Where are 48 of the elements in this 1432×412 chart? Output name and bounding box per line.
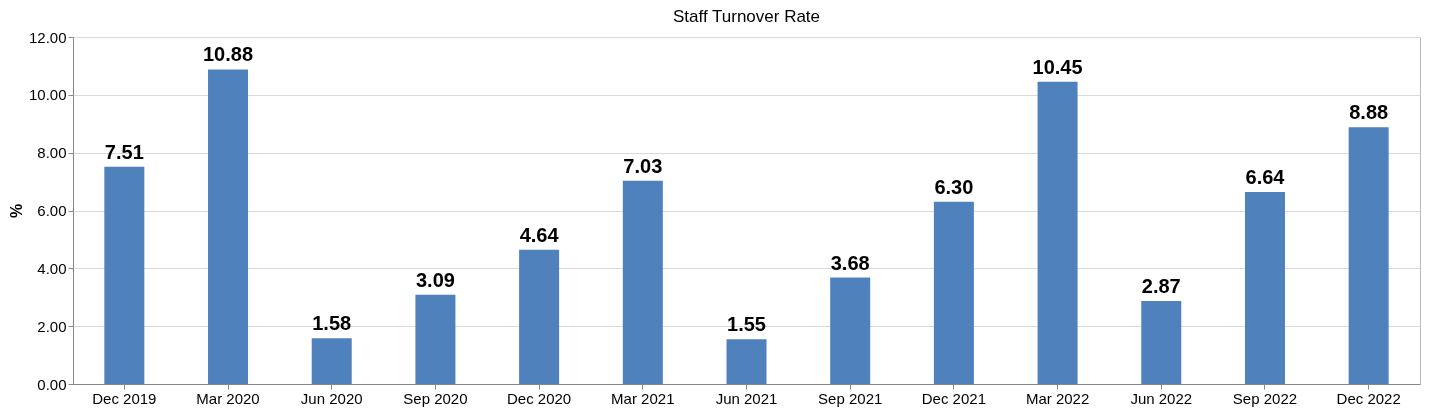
data-label: 6.64 xyxy=(1245,165,1286,188)
data-label: 7.51 xyxy=(104,140,144,163)
bar xyxy=(1244,191,1285,384)
data-label: 1.55 xyxy=(727,313,766,336)
x-tick-label: Dec 2022 xyxy=(1336,389,1401,407)
data-label: 8.88 xyxy=(1349,101,1389,124)
x-tick-label: Mar 2021 xyxy=(611,389,675,407)
y-tick-label: 6.00 xyxy=(37,202,67,219)
bar xyxy=(415,294,456,384)
bar xyxy=(1037,81,1078,384)
data-label: 10.88 xyxy=(202,43,254,66)
bar xyxy=(519,249,560,384)
bar xyxy=(104,166,145,384)
bar xyxy=(1348,127,1389,384)
x-tick-label: Dec 2020 xyxy=(507,389,572,407)
y-tick-label: 0.00 xyxy=(37,375,67,393)
bar xyxy=(830,277,871,384)
data-label: 4.64 xyxy=(519,223,560,246)
x-tick-label: Jun 2020 xyxy=(300,389,363,407)
data-label: 3.68 xyxy=(830,251,870,274)
bar xyxy=(933,201,974,384)
x-tick-label: Jun 2021 xyxy=(715,389,778,407)
y-axis-title: % xyxy=(7,203,25,219)
data-label: 3.09 xyxy=(415,268,455,291)
y-tick-label: 2.00 xyxy=(37,317,67,335)
y-tick-label: 8.00 xyxy=(37,144,67,162)
bar xyxy=(726,339,767,384)
x-tick-label: Dec 2019 xyxy=(92,389,157,407)
x-tick-label: Dec 2021 xyxy=(921,389,986,407)
data-label: 7.03 xyxy=(623,154,663,177)
bar xyxy=(1141,301,1182,384)
bar xyxy=(622,180,663,384)
x-tick-label: Sep 2022 xyxy=(1232,389,1298,407)
data-label: 1.58 xyxy=(312,312,352,335)
y-tick-label: 4.00 xyxy=(37,259,67,277)
data-label: 10.45 xyxy=(1032,55,1083,78)
bar xyxy=(208,69,249,384)
y-tick-label: 12.00 xyxy=(28,28,67,46)
data-label: 6.30 xyxy=(934,175,974,198)
data-label: 2.87 xyxy=(1141,275,1181,298)
x-tick-label: Sep 2021 xyxy=(818,389,883,407)
y-tick-label: 10.00 xyxy=(28,86,67,104)
x-tick-label: Mar 2022 xyxy=(1025,389,1090,407)
chart-title: Staff Turnover Rate xyxy=(672,7,821,26)
x-tick-label: Jun 2022 xyxy=(1130,389,1193,407)
x-tick-label: Sep 2020 xyxy=(403,389,468,407)
x-tick-label: Mar 2020 xyxy=(196,389,260,407)
bar xyxy=(311,338,352,384)
